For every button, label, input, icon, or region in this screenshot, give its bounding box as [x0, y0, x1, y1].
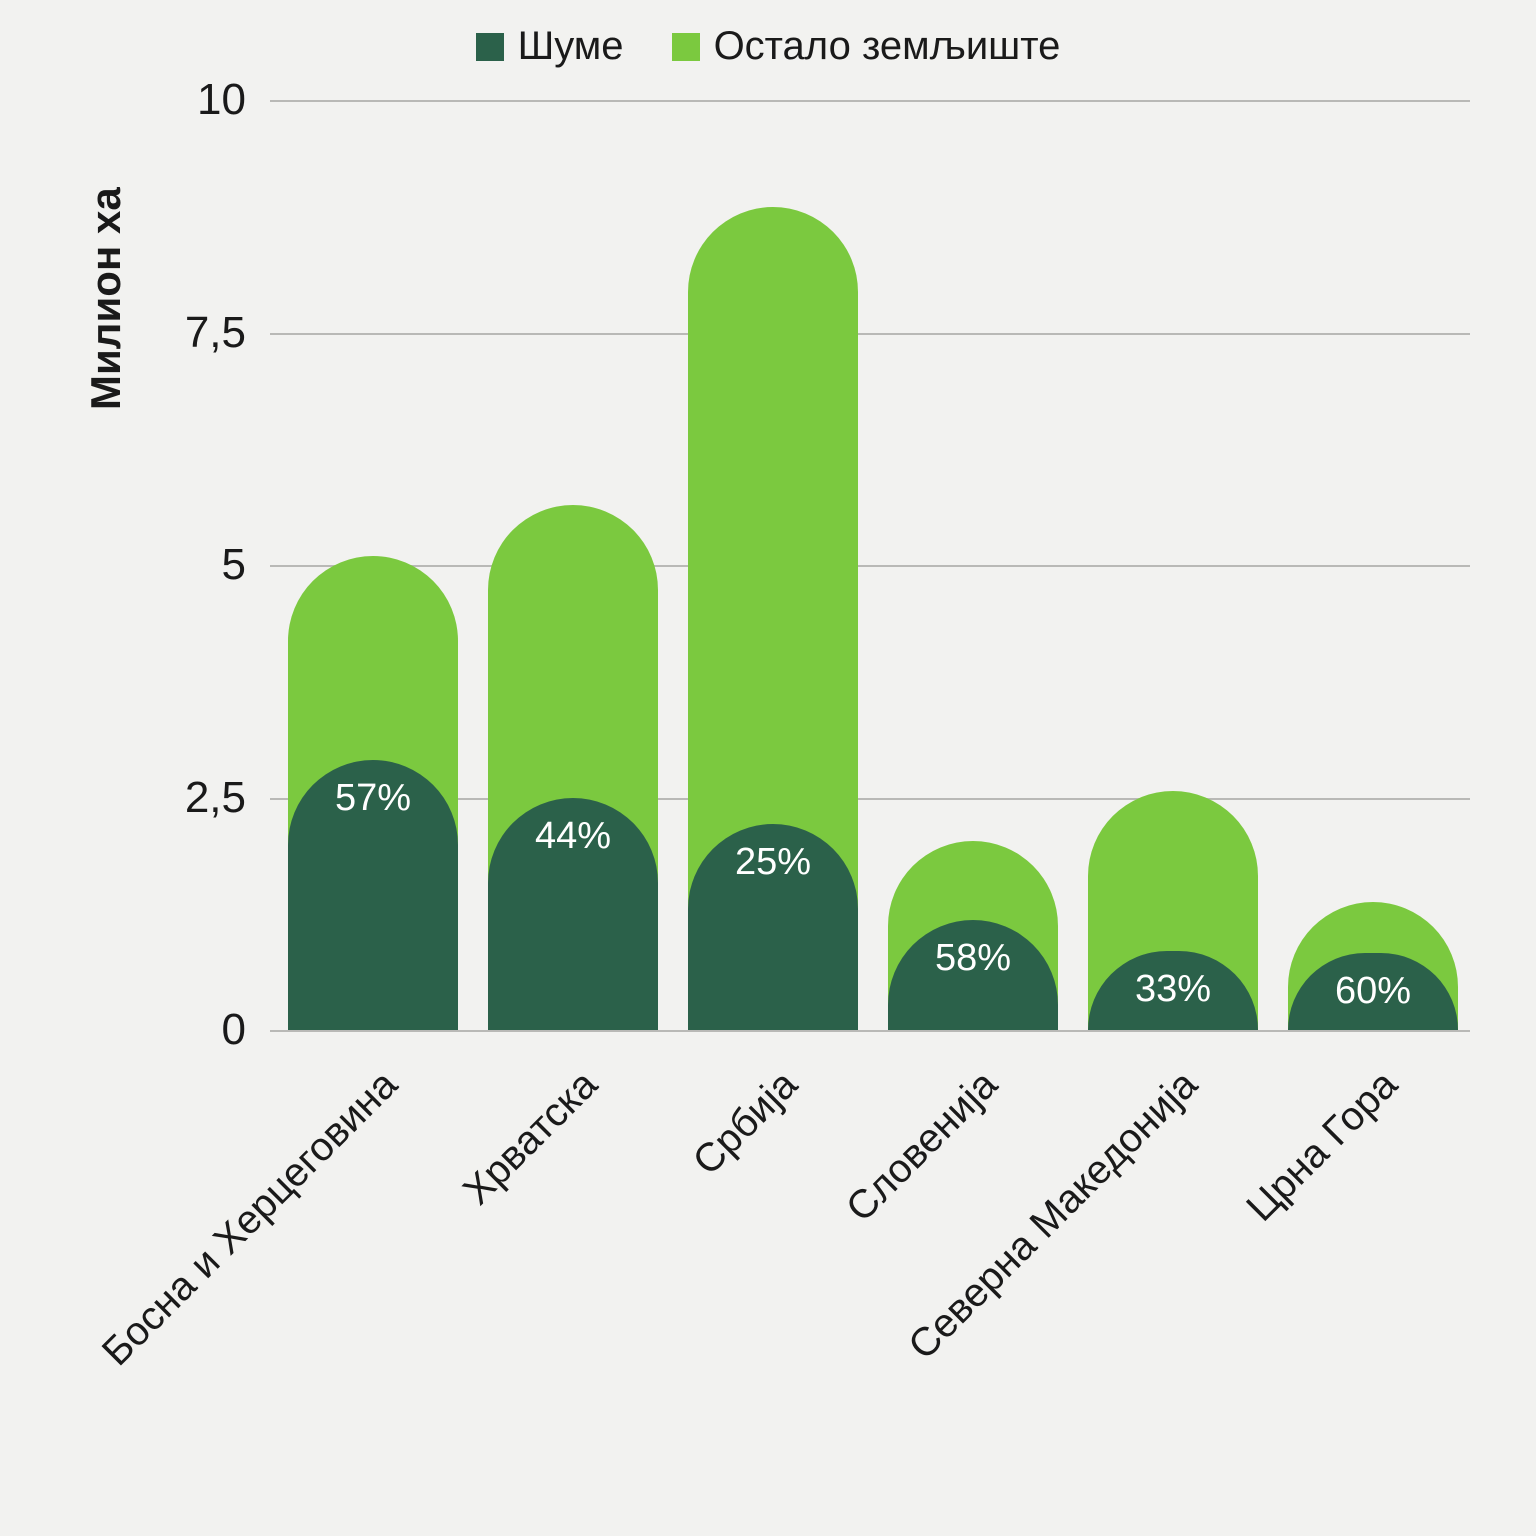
legend: Шуме Остало земљиште	[0, 24, 1536, 69]
x-tick-label: Словенија	[607, 1058, 1011, 1462]
bar-percent-label: 44%	[488, 815, 658, 858]
legend-item-forest: Шуме	[476, 24, 624, 69]
bar-percent-label: 25%	[688, 841, 858, 884]
y-tick-label: 5	[222, 540, 270, 590]
chart-page: Шуме Остало земљиште Милион ха 0 2,5 5 7,5 1…	[0, 0, 1536, 1536]
bar-group: 33%Северна Македонија	[1088, 100, 1258, 1030]
y-tick-label: 0	[222, 1005, 270, 1055]
x-tick-label: Црна Гора	[1007, 1058, 1411, 1462]
bar-group: 57%Босна и Херцеговина	[288, 100, 458, 1030]
bar-group: 44%Хрватска	[488, 100, 658, 1030]
bar-group: 25%Србија	[688, 100, 858, 1030]
legend-label-forest: Шуме	[518, 24, 624, 69]
x-tick-label: Хрватска	[207, 1058, 611, 1462]
x-tick-label: Босна и Херцеговина	[7, 1058, 411, 1462]
y-axis-title: Милион ха	[82, 187, 130, 410]
x-tick-label: Северна Македонија	[807, 1058, 1211, 1462]
x-tick-label: Србија	[407, 1058, 811, 1462]
gridline	[270, 1030, 1470, 1032]
bar-group: 60%Црна Гора	[1288, 100, 1458, 1030]
legend-swatch-other	[672, 33, 700, 61]
legend-item-other: Остало земљиште	[672, 24, 1061, 69]
bar-percent-label: 58%	[888, 937, 1058, 980]
legend-label-other: Остало земљиште	[714, 24, 1061, 69]
plot-area: 02,557,51057%Босна и Херцеговина44%Хрват…	[270, 100, 1470, 1030]
y-tick-label: 7,5	[185, 308, 270, 358]
bar-percent-label: 60%	[1288, 970, 1458, 1013]
bar-group: 58%Словенија	[888, 100, 1058, 1030]
legend-swatch-forest	[476, 33, 504, 61]
y-tick-label: 10	[197, 75, 270, 125]
bar-percent-label: 33%	[1088, 968, 1258, 1011]
bar-percent-label: 57%	[288, 777, 458, 820]
y-tick-label: 2,5	[185, 773, 270, 823]
